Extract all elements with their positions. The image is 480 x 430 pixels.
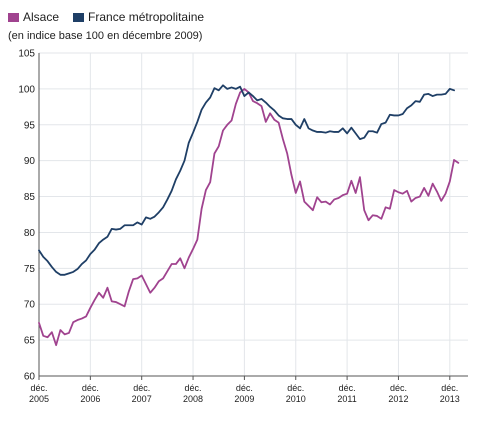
y-tick-label: 70 xyxy=(24,300,36,311)
y-tick-label: 65 xyxy=(24,336,36,347)
tick-labels: 6065707580859095100105déc.2005déc.2006dé… xyxy=(18,49,460,405)
y-tick-label: 75 xyxy=(24,264,36,275)
legend: Alsace France métropolitaine xyxy=(8,9,218,25)
y-tick-label: 105 xyxy=(18,49,35,60)
legend-label-france: France métropolitaine xyxy=(88,10,205,24)
y-tick-label: 80 xyxy=(24,228,36,239)
y-tick-label: 100 xyxy=(18,84,35,95)
x-tick-label: déc. xyxy=(441,383,458,393)
x-tick-label: déc. xyxy=(236,383,253,393)
x-tick-label: 2006 xyxy=(80,394,100,404)
x-tick-label: 2012 xyxy=(388,394,408,404)
x-tick-label: 2007 xyxy=(132,394,152,404)
series-line-france xyxy=(38,84,455,276)
series-lines xyxy=(38,84,460,347)
series-line-alsace xyxy=(38,87,460,347)
x-tick-label: 2010 xyxy=(286,394,306,404)
y-tick-label: 90 xyxy=(24,156,36,167)
y-tick-label: 95 xyxy=(24,120,36,131)
y-tick-label: 85 xyxy=(24,192,36,203)
x-tick-label: déc. xyxy=(390,383,407,393)
legend-label-alsace: Alsace xyxy=(23,10,60,24)
legend-swatch-france xyxy=(73,12,85,22)
x-tick-label: déc. xyxy=(30,383,47,393)
grid xyxy=(38,52,468,377)
x-tick-label: 2005 xyxy=(29,394,49,404)
x-tick-label: déc. xyxy=(82,383,99,393)
x-tick-label: 2011 xyxy=(337,394,356,404)
x-tick-label: déc. xyxy=(185,383,202,393)
x-tick-label: déc. xyxy=(339,383,356,393)
legend-swatch-alsace xyxy=(8,12,19,22)
y-tick-label: 60 xyxy=(24,372,36,383)
x-tick-label: déc. xyxy=(287,383,304,393)
chart-subtitle: (en indice base 100 en décembre 2009) xyxy=(8,30,203,42)
x-tick-label: 2013 xyxy=(440,394,460,404)
x-tick-label: déc. xyxy=(133,383,150,393)
x-tick-label: 2009 xyxy=(234,394,254,404)
legend-item-alsace: Alsace xyxy=(8,10,59,24)
legend-item-france: France métropolitaine xyxy=(73,10,204,24)
x-tick-label: 2008 xyxy=(183,394,203,404)
